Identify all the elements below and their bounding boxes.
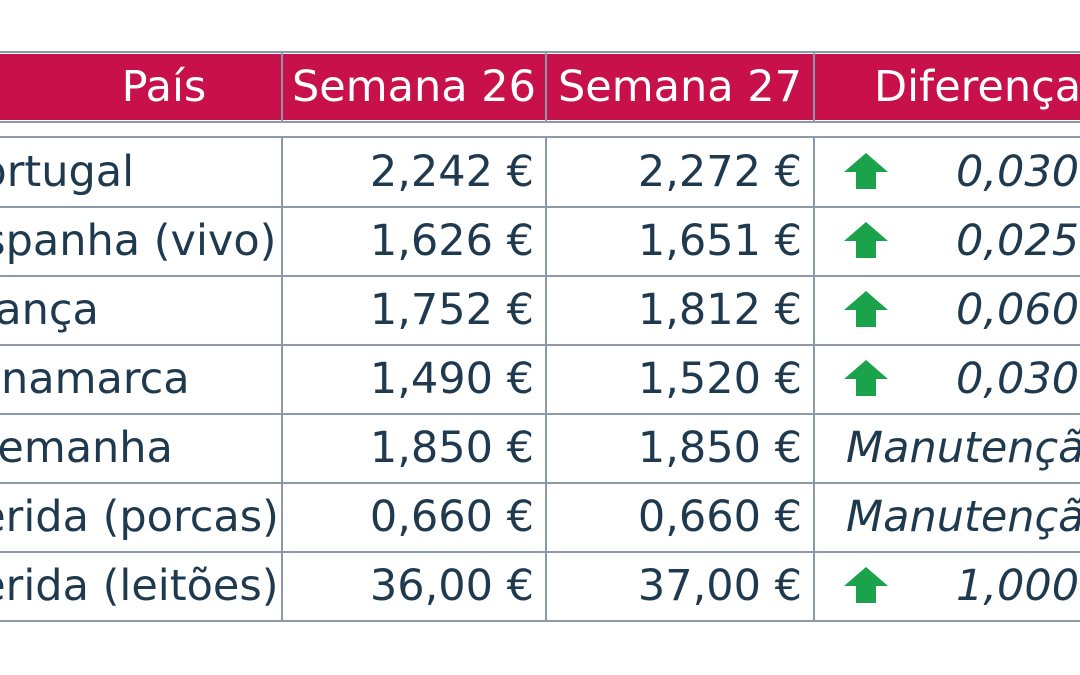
country-value: Lérida (leitões) bbox=[0, 561, 279, 611]
row-divider bbox=[0, 121, 1080, 123]
column-divider bbox=[813, 136, 815, 621]
country-value: Espanha (vivo) bbox=[0, 216, 277, 266]
difference-cell: 0,030 bbox=[814, 138, 1080, 207]
difference-cell: 0,060 bbox=[814, 276, 1080, 345]
week-26-value: 36,00 € bbox=[369, 561, 534, 611]
column-divider bbox=[813, 51, 815, 122]
arrow-up-icon bbox=[844, 567, 888, 603]
header-diferenca: Diferença bbox=[814, 54, 1080, 120]
week-27-cell: 1,651 € bbox=[546, 207, 814, 276]
week-27-value: 1,651 € bbox=[637, 216, 802, 266]
country-cell: Dinamarca bbox=[0, 345, 282, 414]
difference-cell: 0,025 bbox=[814, 207, 1080, 276]
row-divider bbox=[0, 136, 1080, 138]
arrow-up-icon bbox=[844, 291, 888, 327]
difference-value: Manutenção bbox=[846, 423, 1080, 473]
week-27-value: 2,272 € bbox=[637, 147, 802, 197]
week-26-value: 1,626 € bbox=[369, 216, 534, 266]
country-cell: Lérida (porcas) bbox=[0, 483, 282, 552]
week-26-value: 1,490 € bbox=[369, 354, 534, 404]
week-26-cell: 1,626 € bbox=[282, 207, 546, 276]
week-26-cell: 1,490 € bbox=[282, 345, 546, 414]
arrow-up-icon bbox=[844, 222, 888, 258]
country-cell: Espanha (vivo) bbox=[0, 207, 282, 276]
week-27-cell: 1,520 € bbox=[546, 345, 814, 414]
header-label: Semana 27 bbox=[558, 61, 802, 112]
week-27-cell: 1,850 € bbox=[546, 414, 814, 483]
difference-value: 0,030 bbox=[956, 147, 1080, 197]
week-26-cell: 0,660 € bbox=[282, 483, 546, 552]
week-27-cell: 1,812 € bbox=[546, 276, 814, 345]
country-value: Dinamarca bbox=[0, 354, 190, 404]
country-value: Alemanha bbox=[0, 423, 173, 473]
row-divider bbox=[0, 551, 1080, 553]
difference-cell: 1,000 bbox=[814, 552, 1080, 621]
row-divider bbox=[0, 206, 1080, 208]
arrow-up-icon bbox=[844, 360, 888, 396]
week-26-cell: 36,00 € bbox=[282, 552, 546, 621]
column-divider bbox=[545, 51, 547, 122]
week-27-value: 1,850 € bbox=[637, 423, 802, 473]
week-27-cell: 2,272 € bbox=[546, 138, 814, 207]
difference-cell: Manutenção bbox=[814, 414, 1080, 483]
country-value: Lérida (porcas) bbox=[0, 492, 279, 542]
header-semana-27: Semana 27 bbox=[546, 54, 814, 120]
column-divider bbox=[545, 136, 547, 621]
week-26-value: 2,242 € bbox=[369, 147, 534, 197]
country-value: Portugal bbox=[0, 147, 135, 197]
week-27-value: 0,660 € bbox=[637, 492, 802, 542]
row-divider bbox=[0, 413, 1080, 415]
header-label: Diferença bbox=[874, 61, 1080, 112]
difference-value: 0,025 bbox=[956, 216, 1080, 266]
week-27-cell: 37,00 € bbox=[546, 552, 814, 621]
difference-value: 1,000 bbox=[956, 561, 1080, 611]
row-divider bbox=[0, 620, 1080, 622]
difference-cell: 0,030 bbox=[814, 345, 1080, 414]
difference-value: 0,030 bbox=[956, 354, 1080, 404]
row-divider bbox=[0, 482, 1080, 484]
country-value: França bbox=[0, 285, 99, 335]
country-cell: Lérida (leitões) bbox=[0, 552, 282, 621]
difference-value: Manutenção bbox=[846, 492, 1080, 542]
row-divider bbox=[0, 344, 1080, 346]
country-cell: Alemanha bbox=[0, 414, 282, 483]
row-divider bbox=[0, 275, 1080, 277]
country-cell: França bbox=[0, 276, 282, 345]
arrow-up-icon bbox=[844, 153, 888, 189]
week-26-value: 1,850 € bbox=[369, 423, 534, 473]
week-26-cell: 2,242 € bbox=[282, 138, 546, 207]
week-27-value: 1,520 € bbox=[637, 354, 802, 404]
week-27-value: 37,00 € bbox=[637, 561, 802, 611]
header-semana-26: Semana 26 bbox=[282, 54, 546, 120]
header-label: País bbox=[121, 61, 207, 112]
week-26-cell: 1,752 € bbox=[282, 276, 546, 345]
header-pais: País bbox=[0, 54, 282, 120]
row-divider bbox=[0, 51, 1080, 53]
header-label: Semana 26 bbox=[292, 61, 536, 112]
difference-value: 0,060 bbox=[956, 285, 1080, 335]
week-26-value: 0,660 € bbox=[369, 492, 534, 542]
week-26-cell: 1,850 € bbox=[282, 414, 546, 483]
column-divider bbox=[281, 136, 283, 621]
column-divider bbox=[281, 51, 283, 122]
week-26-value: 1,752 € bbox=[369, 285, 534, 335]
week-27-cell: 0,660 € bbox=[546, 483, 814, 552]
country-cell: Portugal bbox=[0, 138, 282, 207]
week-27-value: 1,812 € bbox=[637, 285, 802, 335]
difference-cell: Manutenção bbox=[814, 483, 1080, 552]
